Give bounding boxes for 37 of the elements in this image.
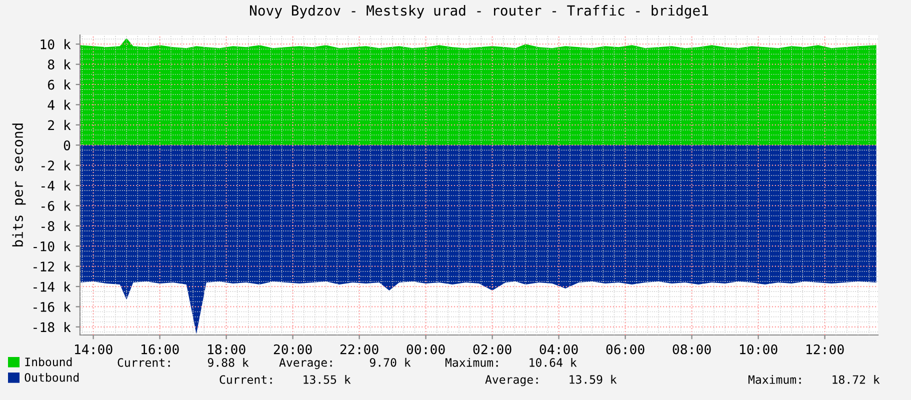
x-tick-label: 10:00: [740, 344, 778, 354]
legend-label: Outbound: [24, 372, 79, 382]
y-tick-label: 8 k: [48, 59, 71, 70]
text: Average: 13.59 k: [485, 374, 617, 386]
text: Current: 9.88 k: [118, 358, 249, 367]
x-tick-label: 22:00: [340, 344, 378, 354]
x-tick-label: 12:00: [806, 344, 844, 354]
y-tick-label: -8 k: [41, 220, 71, 232]
y-tick-label: -10 k: [34, 241, 71, 252]
y-tick-label: -18 k: [34, 322, 71, 332]
y-tick-label: -2 k: [41, 160, 71, 170]
x-tick-label: 06:00: [606, 344, 644, 354]
text: Maximum: 10.64 k: [445, 358, 577, 367]
x-tick-label: 00:00: [406, 344, 445, 354]
x-tick-label: 14:00: [75, 344, 112, 354]
y-tick-label: -14 k: [34, 282, 71, 292]
y-tick-label: 0: [64, 140, 70, 150]
y-tick-label: -6 k: [41, 200, 71, 211]
text: Maximum: 18.72 k: [748, 374, 880, 384]
x-tick-label: 08:00: [672, 344, 711, 354]
y-tick-label: -12 k: [34, 261, 71, 272]
y-tick-label: -4 k: [41, 180, 71, 191]
y-tick-label: 4 k: [48, 100, 71, 110]
chart-title: Novy Bydzov - Mestsky urad - router - Traffic - bridge1: [250, 5, 708, 19]
y-tick-label: 10 k: [40, 39, 71, 50]
y-tick-label: -16 k: [34, 302, 71, 312]
x-tick-label: 04:00: [540, 344, 578, 354]
y-tick-label: 2 k: [48, 120, 71, 130]
y-tick-label: 6 k: [48, 80, 71, 90]
y-axis-title: bits per second: [12, 124, 26, 246]
x-tick-label: 16:00: [142, 344, 179, 354]
text: Current: 13.55 k: [220, 374, 351, 384]
x-tick-label: 18:00: [208, 344, 246, 354]
text: Average: 9.70 k: [279, 358, 411, 370]
x-tick-label: 02:00: [473, 344, 512, 354]
x-tick-label: 20:00: [274, 344, 312, 354]
legend-label: Inbound: [25, 357, 72, 366]
